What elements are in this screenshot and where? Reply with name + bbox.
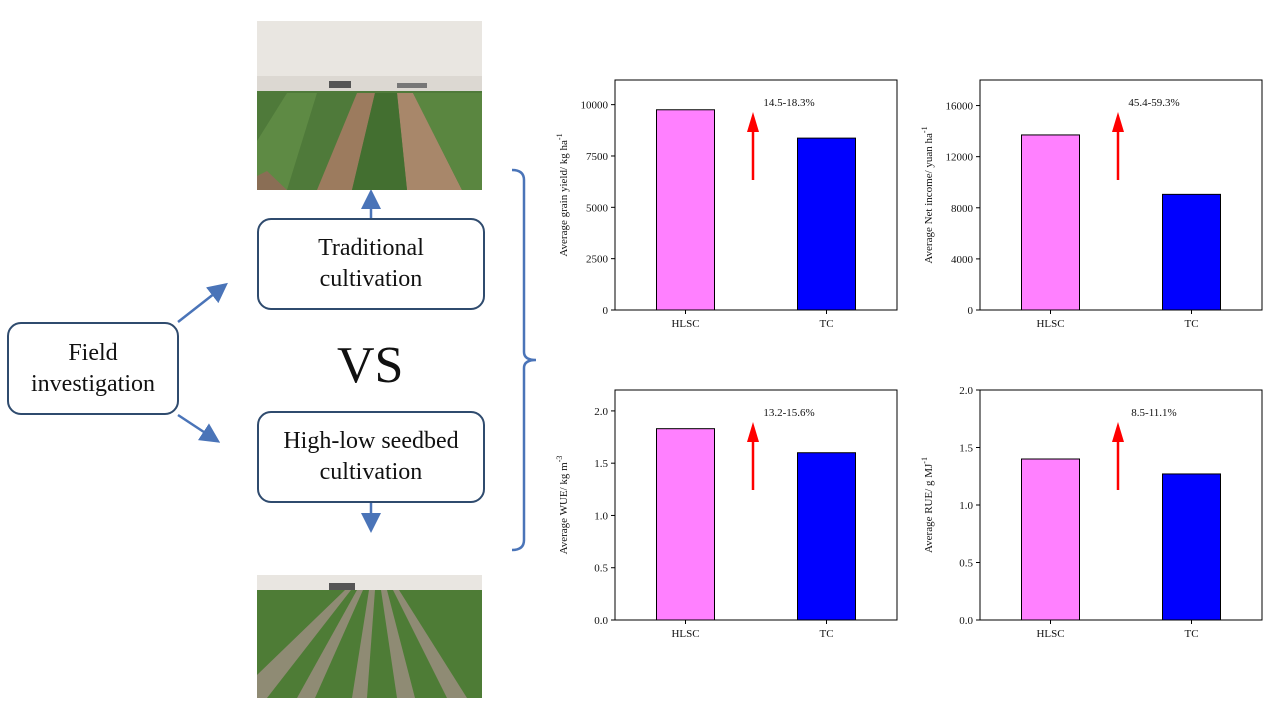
vs-label: VS — [337, 337, 404, 394]
y-axis-label: Average grain yield/ kg ha-1 — [555, 133, 570, 256]
increase-arrow-head — [1112, 422, 1124, 442]
chart-rue: HLSC TC 0.0 0.5 1.0 1.5 2.0 Average RUE/ g MJ-1… — [915, 380, 1275, 650]
y-tick-label: 2.0 — [594, 406, 608, 418]
bar-tc — [1162, 473, 1221, 621]
increase-arrow-head — [747, 112, 759, 132]
increase-arrow-head — [747, 422, 759, 442]
bar-hlsc — [656, 428, 715, 621]
highlow-cultivation-box: High-low seedbed cultivation — [257, 411, 485, 503]
y-tick-label: 2500 — [586, 254, 609, 266]
y-tick-label: 0.0 — [959, 615, 973, 627]
x-tick-label: TC — [1184, 318, 1198, 330]
bracket — [511, 168, 537, 552]
increase-annotation: 13.2-15.6% — [763, 407, 814, 419]
x-tick-label: HLSC — [1036, 318, 1064, 330]
y-tick-label: 0.0 — [594, 615, 608, 627]
y-tick-label: 0.5 — [959, 558, 973, 570]
x-tick-label: TC — [1184, 628, 1198, 640]
increase-annotation: 14.5-18.3% — [763, 97, 814, 109]
chart-net-income: HLSC TC 0 4000 8000 12000 16000 Average Net inc… — [915, 70, 1275, 340]
plot-frame — [614, 79, 898, 311]
x-tick-label: HLSC — [671, 628, 699, 640]
plot-frame — [614, 389, 898, 621]
y-tick-label: 4000 — [951, 254, 974, 266]
x-tick-label: HLSC — [671, 318, 699, 330]
y-tick-label: 1.0 — [959, 500, 973, 512]
bar-tc — [797, 452, 856, 621]
y-axis-label: Average RUE/ g MJ-1 — [920, 457, 935, 553]
y-tick-label: 10000 — [581, 100, 609, 112]
chart-wue: HLSC TC 0.0 0.5 1.0 1.5 2.0 Average WUE/ kg m-3… — [550, 380, 910, 650]
increase-arrow-head — [1112, 112, 1124, 132]
field-investigation-box: Field investigation — [7, 322, 179, 415]
y-tick-label: 1.0 — [594, 510, 608, 522]
y-tick-label: 16000 — [946, 101, 974, 113]
arrow-to-highlow — [177, 413, 221, 443]
plot-frame — [979, 79, 1263, 311]
y-tick-label: 1.5 — [594, 458, 608, 470]
increase-annotation: 45.4-59.3% — [1128, 97, 1179, 109]
traditional-field-photo — [257, 21, 482, 190]
x-tick-label: TC — [819, 318, 833, 330]
plot-frame — [979, 389, 1263, 621]
y-tick-label: 0.5 — [594, 563, 608, 575]
y-tick-label: 5000 — [586, 202, 609, 214]
y-tick-label: 1.5 — [959, 443, 973, 455]
bar-tc — [797, 137, 856, 311]
y-tick-label: 7500 — [586, 151, 609, 163]
bar-hlsc — [1021, 134, 1080, 311]
bar-hlsc — [656, 109, 715, 311]
y-tick-label: 0 — [968, 305, 974, 317]
y-tick-label: 0 — [603, 305, 609, 317]
x-tick-label: HLSC — [1036, 628, 1064, 640]
highlow-field-photo — [257, 575, 482, 698]
y-axis-label: Average WUE/ kg m-3 — [555, 456, 570, 555]
y-tick-label: 2.0 — [959, 385, 973, 397]
y-axis-label: Average Net income/ yuan ha-1 — [920, 126, 935, 263]
bar-tc — [1162, 193, 1221, 311]
traditional-cultivation-box: Traditional cultivation — [257, 218, 485, 310]
x-tick-label: TC — [819, 628, 833, 640]
y-tick-label: 8000 — [951, 203, 974, 215]
bar-hlsc — [1021, 458, 1080, 621]
y-tick-label: 12000 — [946, 152, 974, 164]
increase-annotation: 8.5-11.1% — [1131, 407, 1176, 419]
arrow-to-traditional — [177, 282, 228, 323]
chart-grain-yield: HLSC TC 0 2500 5000 7500 10000 Average grain yi… — [550, 70, 910, 340]
